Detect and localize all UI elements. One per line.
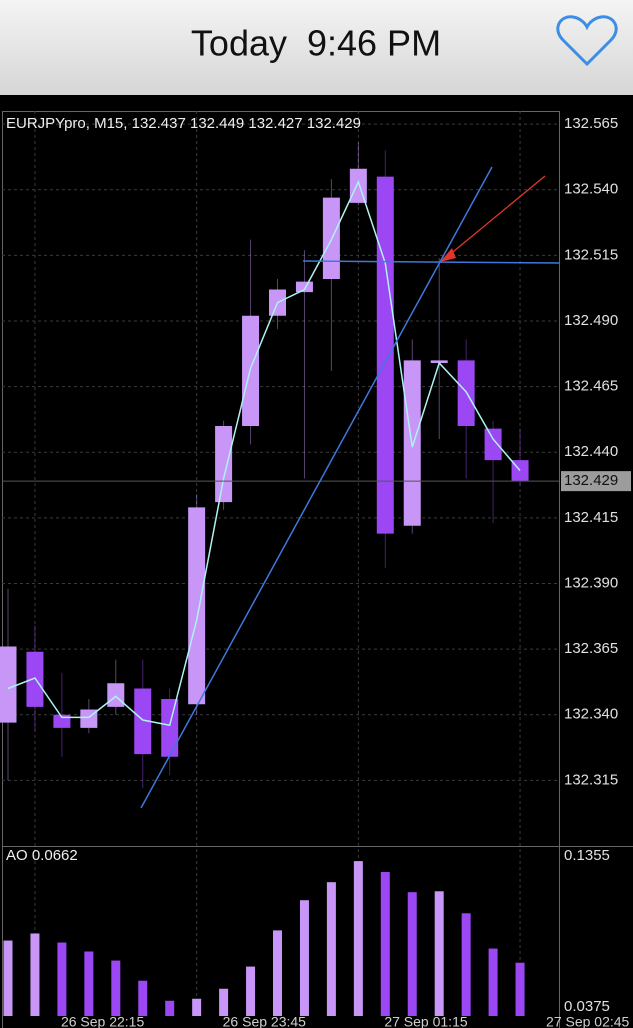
- indicator-title: AO 0.0662: [6, 847, 78, 864]
- y-tick-label: 132.365: [564, 640, 618, 657]
- ao-bar: [165, 1000, 175, 1016]
- ao-bar: [273, 930, 282, 1016]
- candle-body: [376, 176, 394, 534]
- candle-body: [295, 281, 313, 293]
- ao-bar: [192, 998, 202, 1016]
- y-tick-label: 132.515: [564, 246, 618, 263]
- y-tick-label: 132.340: [564, 706, 618, 723]
- ao-bar: [84, 951, 94, 1016]
- x-tick-label: 26 Sep 22:15: [61, 1014, 145, 1028]
- candle-body: [215, 426, 233, 503]
- trend-line: [140, 166, 493, 809]
- plot-area: 132.315 132.340 132.365 132.390 132.415 132.4…: [0, 111, 631, 1028]
- ao-bar: [219, 988, 229, 1016]
- current-price-box: [561, 471, 631, 492]
- ao-bar: [353, 861, 363, 1016]
- ao-bar: [111, 960, 121, 1016]
- ao-bar: [515, 962, 525, 1016]
- current-price-label: 132.429: [564, 472, 618, 489]
- favorite-button[interactable]: [556, 15, 618, 67]
- horizontal-line: [302, 260, 560, 264]
- candle-body: [134, 688, 152, 755]
- ao-bar: [434, 891, 444, 1016]
- arrow-line: [447, 175, 546, 257]
- candle-body: [430, 360, 448, 363]
- header-title: Today 9:46 PM: [191, 23, 441, 64]
- header-bar: [0, 0, 633, 95]
- y-tick-label: 132.540: [564, 181, 618, 198]
- candle-body: [107, 683, 125, 707]
- y-tick-label: 132.390: [564, 574, 618, 591]
- ao-bar: [57, 942, 67, 1016]
- ao-bar: [488, 948, 498, 1016]
- ao-bar: [299, 900, 309, 1016]
- y-tick-label: 132.490: [564, 312, 618, 329]
- drawn-objects: [140, 166, 560, 809]
- ao-bar: [3, 940, 13, 1016]
- x-tick-label: 26 Sep 23:45: [223, 1014, 307, 1028]
- ao-bar: [461, 913, 471, 1016]
- plot-border: [2, 111, 560, 1028]
- ao-bar: [407, 892, 417, 1016]
- chart-title: EURJPYpro, M15, 132.437 132.449 132.427 …: [6, 115, 361, 132]
- x-tick-label: 27 Sep 01:15: [384, 1014, 468, 1028]
- candle-body: [188, 507, 206, 705]
- y-tick-label: 132.465: [564, 378, 618, 395]
- ao-bar: [326, 882, 336, 1016]
- y-tick-label: 0.1355: [564, 847, 610, 864]
- ao-bar: [30, 933, 40, 1016]
- y-tick-label: 132.315: [564, 771, 618, 788]
- ao-bar: [380, 872, 390, 1016]
- arrow-head: [440, 248, 456, 262]
- y-tick-label: 0.0375: [564, 998, 610, 1015]
- x-tick-label: 27 Sep 02:45: [546, 1014, 630, 1028]
- y-tick-label: 132.415: [564, 509, 618, 526]
- y-tick-label: 132.440: [564, 443, 618, 460]
- ao-bar: [138, 980, 148, 1016]
- moving-average-line: [7, 179, 521, 727]
- y-tick-label: 132.565: [564, 115, 618, 132]
- candle-body: [161, 699, 179, 757]
- candle-body: [0, 646, 17, 723]
- candle-body: [484, 428, 502, 461]
- ao-bar: [246, 966, 256, 1016]
